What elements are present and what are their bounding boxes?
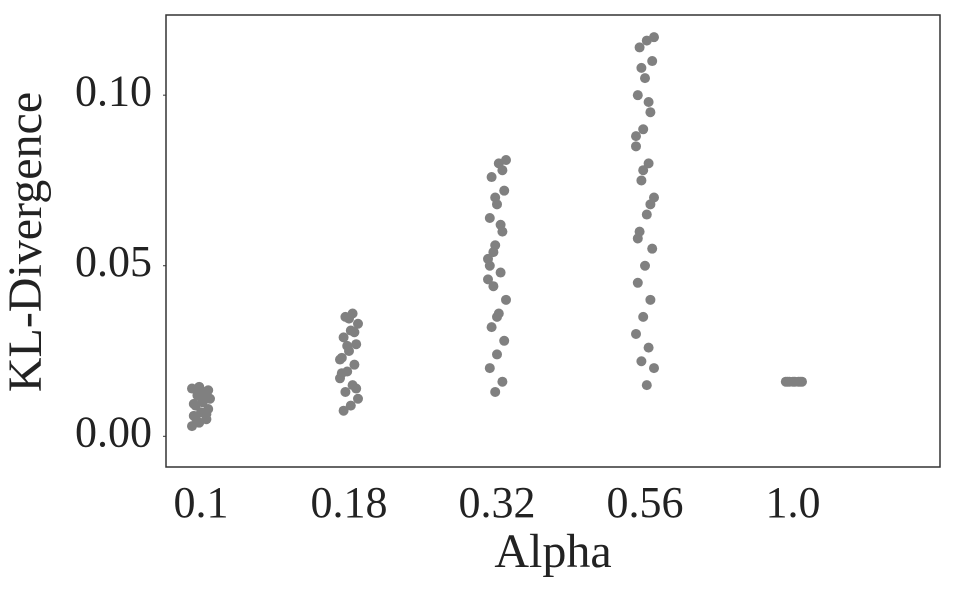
point	[638, 124, 649, 135]
point	[484, 212, 495, 223]
point	[631, 328, 641, 339]
point	[203, 385, 214, 396]
point	[349, 327, 360, 338]
point	[340, 386, 351, 397]
point	[336, 368, 347, 379]
x-tick-label: 0.1	[174, 478, 229, 527]
point	[349, 359, 360, 370]
point	[194, 381, 205, 392]
point	[196, 392, 206, 403]
point	[647, 243, 658, 254]
point	[632, 277, 643, 288]
point	[483, 274, 493, 285]
y-tick-label: 0.00	[75, 407, 152, 456]
point	[486, 172, 497, 183]
point	[643, 158, 654, 169]
point	[499, 185, 510, 196]
point	[484, 260, 495, 271]
point	[351, 383, 362, 394]
x-tick-label: 0.56	[607, 478, 684, 527]
point	[631, 141, 641, 152]
point	[640, 73, 650, 84]
point	[643, 96, 654, 107]
point	[353, 318, 363, 329]
y-tick-label: 0.05	[75, 237, 152, 286]
point	[351, 339, 362, 350]
point	[338, 332, 349, 343]
point	[497, 376, 508, 387]
point	[201, 409, 212, 420]
x-tick-label: 0.32	[459, 478, 536, 527]
point	[645, 199, 656, 210]
point	[497, 165, 508, 176]
point	[205, 393, 215, 404]
point	[501, 294, 511, 305]
point	[632, 233, 643, 244]
point	[797, 376, 807, 387]
point	[641, 209, 652, 220]
point	[486, 322, 497, 333]
point	[645, 294, 656, 305]
point	[631, 131, 641, 142]
point	[492, 349, 502, 360]
point	[636, 62, 647, 73]
point	[188, 398, 199, 409]
y-axis-label: KL-Divergence	[0, 92, 52, 392]
x-axis-label: Alpha	[494, 525, 611, 578]
point	[344, 313, 354, 324]
point	[632, 90, 643, 101]
plot-frame	[165, 14, 941, 468]
point	[488, 247, 499, 258]
point	[335, 354, 345, 365]
point	[784, 376, 795, 387]
point	[495, 267, 506, 278]
point	[634, 42, 645, 53]
point	[490, 192, 501, 203]
point	[501, 154, 511, 165]
point	[495, 219, 506, 230]
point	[484, 363, 495, 374]
point	[345, 400, 356, 411]
point	[190, 412, 201, 423]
point	[353, 393, 363, 404]
point	[641, 380, 652, 391]
x-tick-label: 1.0	[766, 478, 821, 527]
y-tick-label: 0.10	[75, 66, 152, 115]
point	[499, 335, 510, 346]
point	[649, 32, 659, 43]
x-tick-label: 0.18	[311, 478, 388, 527]
point	[638, 311, 649, 322]
point	[647, 56, 658, 67]
point	[338, 405, 349, 416]
point	[640, 260, 650, 271]
point	[342, 340, 353, 351]
point	[492, 311, 502, 322]
point	[638, 165, 649, 176]
point	[636, 356, 647, 367]
point	[643, 342, 654, 353]
point	[636, 175, 647, 186]
point	[645, 107, 656, 118]
point	[490, 386, 501, 397]
point	[649, 363, 659, 374]
point	[488, 281, 499, 292]
